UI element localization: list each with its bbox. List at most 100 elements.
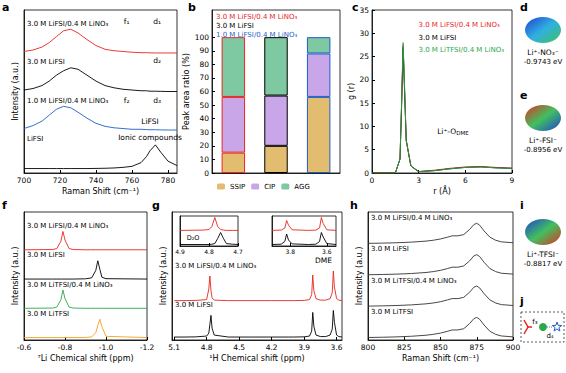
svg-text:10: 10 [359, 122, 369, 131]
svg-text:f₂: f₂ [124, 96, 130, 105]
svg-text:60: 60 [199, 87, 209, 96]
svg-text:3.0 M LiFSI: 3.0 M LiFSI [418, 34, 456, 42]
svg-text:3.6: 3.6 [322, 248, 332, 255]
svg-text:35: 35 [359, 6, 369, 15]
svg-text:d₃: d₃ [153, 96, 161, 105]
svg-text:g: g [152, 199, 160, 212]
svg-text:j: j [519, 295, 524, 308]
svg-text:3.0 M LiFSI/0.4 M LiNO₃: 3.0 M LiFSI/0.4 M LiNO₃ [27, 20, 108, 28]
svg-text:10: 10 [199, 155, 209, 164]
svg-text:825: 825 [397, 343, 412, 352]
svg-text:3.0 M LiTFSI/0.4 M LiNO₃: 3.0 M LiTFSI/0.4 M LiNO₃ [371, 277, 457, 285]
svg-text:D₂O: D₂O [187, 234, 200, 242]
svg-text:Ionic compounds: Ionic compounds [118, 133, 182, 142]
svg-text:3.0 M LiFSI/0.4 M LiNO₃: 3.0 M LiFSI/0.4 M LiNO₃ [418, 21, 499, 29]
svg-text:f₁: f₁ [124, 17, 130, 26]
svg-text:-0.8: -0.8 [58, 343, 73, 352]
svg-text:700: 700 [17, 176, 32, 185]
svg-text:20: 20 [359, 75, 369, 84]
svg-text:d: d [520, 1, 528, 14]
svg-text:6: 6 [463, 176, 468, 185]
svg-text:Li⁺-TFSI⁻: Li⁺-TFSI⁻ [527, 250, 559, 259]
svg-text:1.0 M LiFSI/0.4 M LiNO₃: 1.0 M LiFSI/0.4 M LiNO₃ [27, 97, 108, 105]
svg-text:d₁: d₁ [153, 17, 161, 26]
svg-text:g (r): g (r) [347, 83, 356, 100]
svg-text:3.9: 3.9 [298, 343, 310, 352]
svg-text:AGG: AGG [294, 183, 310, 191]
svg-text:780: 780 [161, 176, 176, 185]
svg-text:0: 0 [370, 176, 375, 185]
svg-text:-1.2: -1.2 [140, 343, 155, 352]
svg-text:5: 5 [364, 145, 369, 154]
svg-text:3.0 M LiFSI: 3.0 M LiFSI [27, 251, 65, 259]
svg-text:850: 850 [433, 343, 448, 352]
svg-text:3.0 M LiFSI/0.4 M LiNO₃: 3.0 M LiFSI/0.4 M LiNO₃ [371, 214, 452, 222]
svg-text:3.6: 3.6 [331, 343, 343, 352]
svg-text:Li⁺-O: Li⁺-O [437, 127, 456, 136]
svg-text:c: c [352, 1, 359, 14]
svg-text:d₂: d₂ [153, 56, 161, 65]
svg-text:4.8: 4.8 [201, 343, 213, 352]
svg-text:-0.9743 eV: -0.9743 eV [524, 58, 563, 66]
svg-text:800: 800 [361, 343, 376, 352]
svg-text:875: 875 [470, 343, 485, 352]
svg-text:DME: DME [456, 130, 469, 136]
svg-text:Raman Shift (cm⁻¹): Raman Shift (cm⁻¹) [62, 187, 139, 196]
svg-text:740: 740 [89, 176, 104, 185]
svg-text:3.0 M LiFSI: 3.0 M LiFSI [216, 22, 254, 30]
svg-text:100: 100 [195, 33, 210, 42]
svg-text:900: 900 [506, 343, 521, 352]
svg-text:15: 15 [359, 99, 369, 108]
svg-text:SSIP: SSIP [230, 183, 245, 191]
svg-text:f₃: f₃ [532, 318, 537, 326]
svg-text:⁷Li Chemical shift (ppm): ⁷Li Chemical shift (ppm) [37, 354, 133, 363]
svg-text:5.1: 5.1 [168, 343, 180, 352]
svg-text:Intensity (a.u.): Intensity (a.u.) [11, 247, 20, 306]
svg-text:3.0 M LiFSI/0.4 M LiNO₃: 3.0 M LiFSI/0.4 M LiNO₃ [175, 262, 256, 270]
svg-text:Intensity (a.u.): Intensity (a.u.) [355, 247, 364, 306]
svg-text:b: b [188, 1, 196, 14]
svg-text:Raman Shift (cm⁻¹): Raman Shift (cm⁻¹) [402, 354, 479, 363]
svg-text:-0.8956 eV: -0.8956 eV [524, 146, 563, 154]
svg-text:4.7: 4.7 [233, 248, 243, 255]
svg-text:-0.6: -0.6 [17, 343, 32, 352]
svg-text:3.8: 3.8 [286, 248, 296, 255]
svg-text:30: 30 [199, 128, 209, 137]
svg-text:720: 720 [53, 176, 68, 185]
svg-text:3.0 M LiTFSI/0.4 M LiNO₃: 3.0 M LiTFSI/0.4 M LiNO₃ [418, 46, 504, 54]
svg-text:3.0 M LiFSI/0.4 M LiNO₃: 3.0 M LiFSI/0.4 M LiNO₃ [216, 13, 297, 21]
svg-text:h: h [350, 199, 358, 212]
svg-text:30: 30 [359, 29, 369, 38]
svg-text:i: i [520, 199, 524, 212]
svg-text:Li⁺-NO₃⁻: Li⁺-NO₃⁻ [527, 48, 558, 57]
svg-text:DME: DME [315, 256, 332, 265]
svg-text:3: 3 [416, 176, 421, 185]
svg-text:3.0 M LiFSI: 3.0 M LiFSI [175, 301, 213, 309]
svg-text:e: e [520, 89, 527, 102]
svg-text:CIP: CIP [264, 183, 275, 191]
svg-text:0: 0 [364, 169, 369, 178]
svg-text:Intensity (a.u.): Intensity (a.u.) [159, 247, 168, 306]
svg-text:760: 760 [125, 176, 140, 185]
svg-text:3.0 M LiFSI/0.4 M LiNO₃: 3.0 M LiFSI/0.4 M LiNO₃ [27, 222, 108, 230]
svg-text:50: 50 [199, 101, 209, 110]
svg-text:Intensity (a.u.): Intensity (a.u.) [11, 62, 20, 121]
svg-text:3.0 M LiFSI: 3.0 M LiFSI [27, 58, 65, 66]
svg-text:¹H Chemical shift (ppm): ¹H Chemical shift (ppm) [209, 354, 304, 363]
svg-text:d₄: d₄ [546, 332, 553, 340]
svg-text:70: 70 [199, 73, 209, 82]
svg-text:0: 0 [204, 169, 209, 178]
svg-text:Li⁺-FSI⁻: Li⁺-FSI⁻ [529, 136, 557, 145]
svg-text:4.2: 4.2 [266, 343, 278, 352]
svg-text:3.0 M LiTFSI: 3.0 M LiTFSI [371, 308, 413, 316]
svg-text:LiFSI: LiFSI [141, 117, 158, 126]
svg-text:20: 20 [199, 141, 209, 150]
svg-text:-0.8817 eV: -0.8817 eV [524, 260, 563, 268]
svg-text:80: 80 [199, 60, 209, 69]
svg-text:25: 25 [359, 52, 369, 61]
svg-text:LiFSI: LiFSI [27, 135, 43, 143]
svg-text:4.9: 4.9 [175, 248, 185, 255]
svg-text:4.5: 4.5 [233, 343, 245, 352]
svg-text:40: 40 [199, 114, 209, 123]
svg-text:90: 90 [199, 46, 209, 55]
